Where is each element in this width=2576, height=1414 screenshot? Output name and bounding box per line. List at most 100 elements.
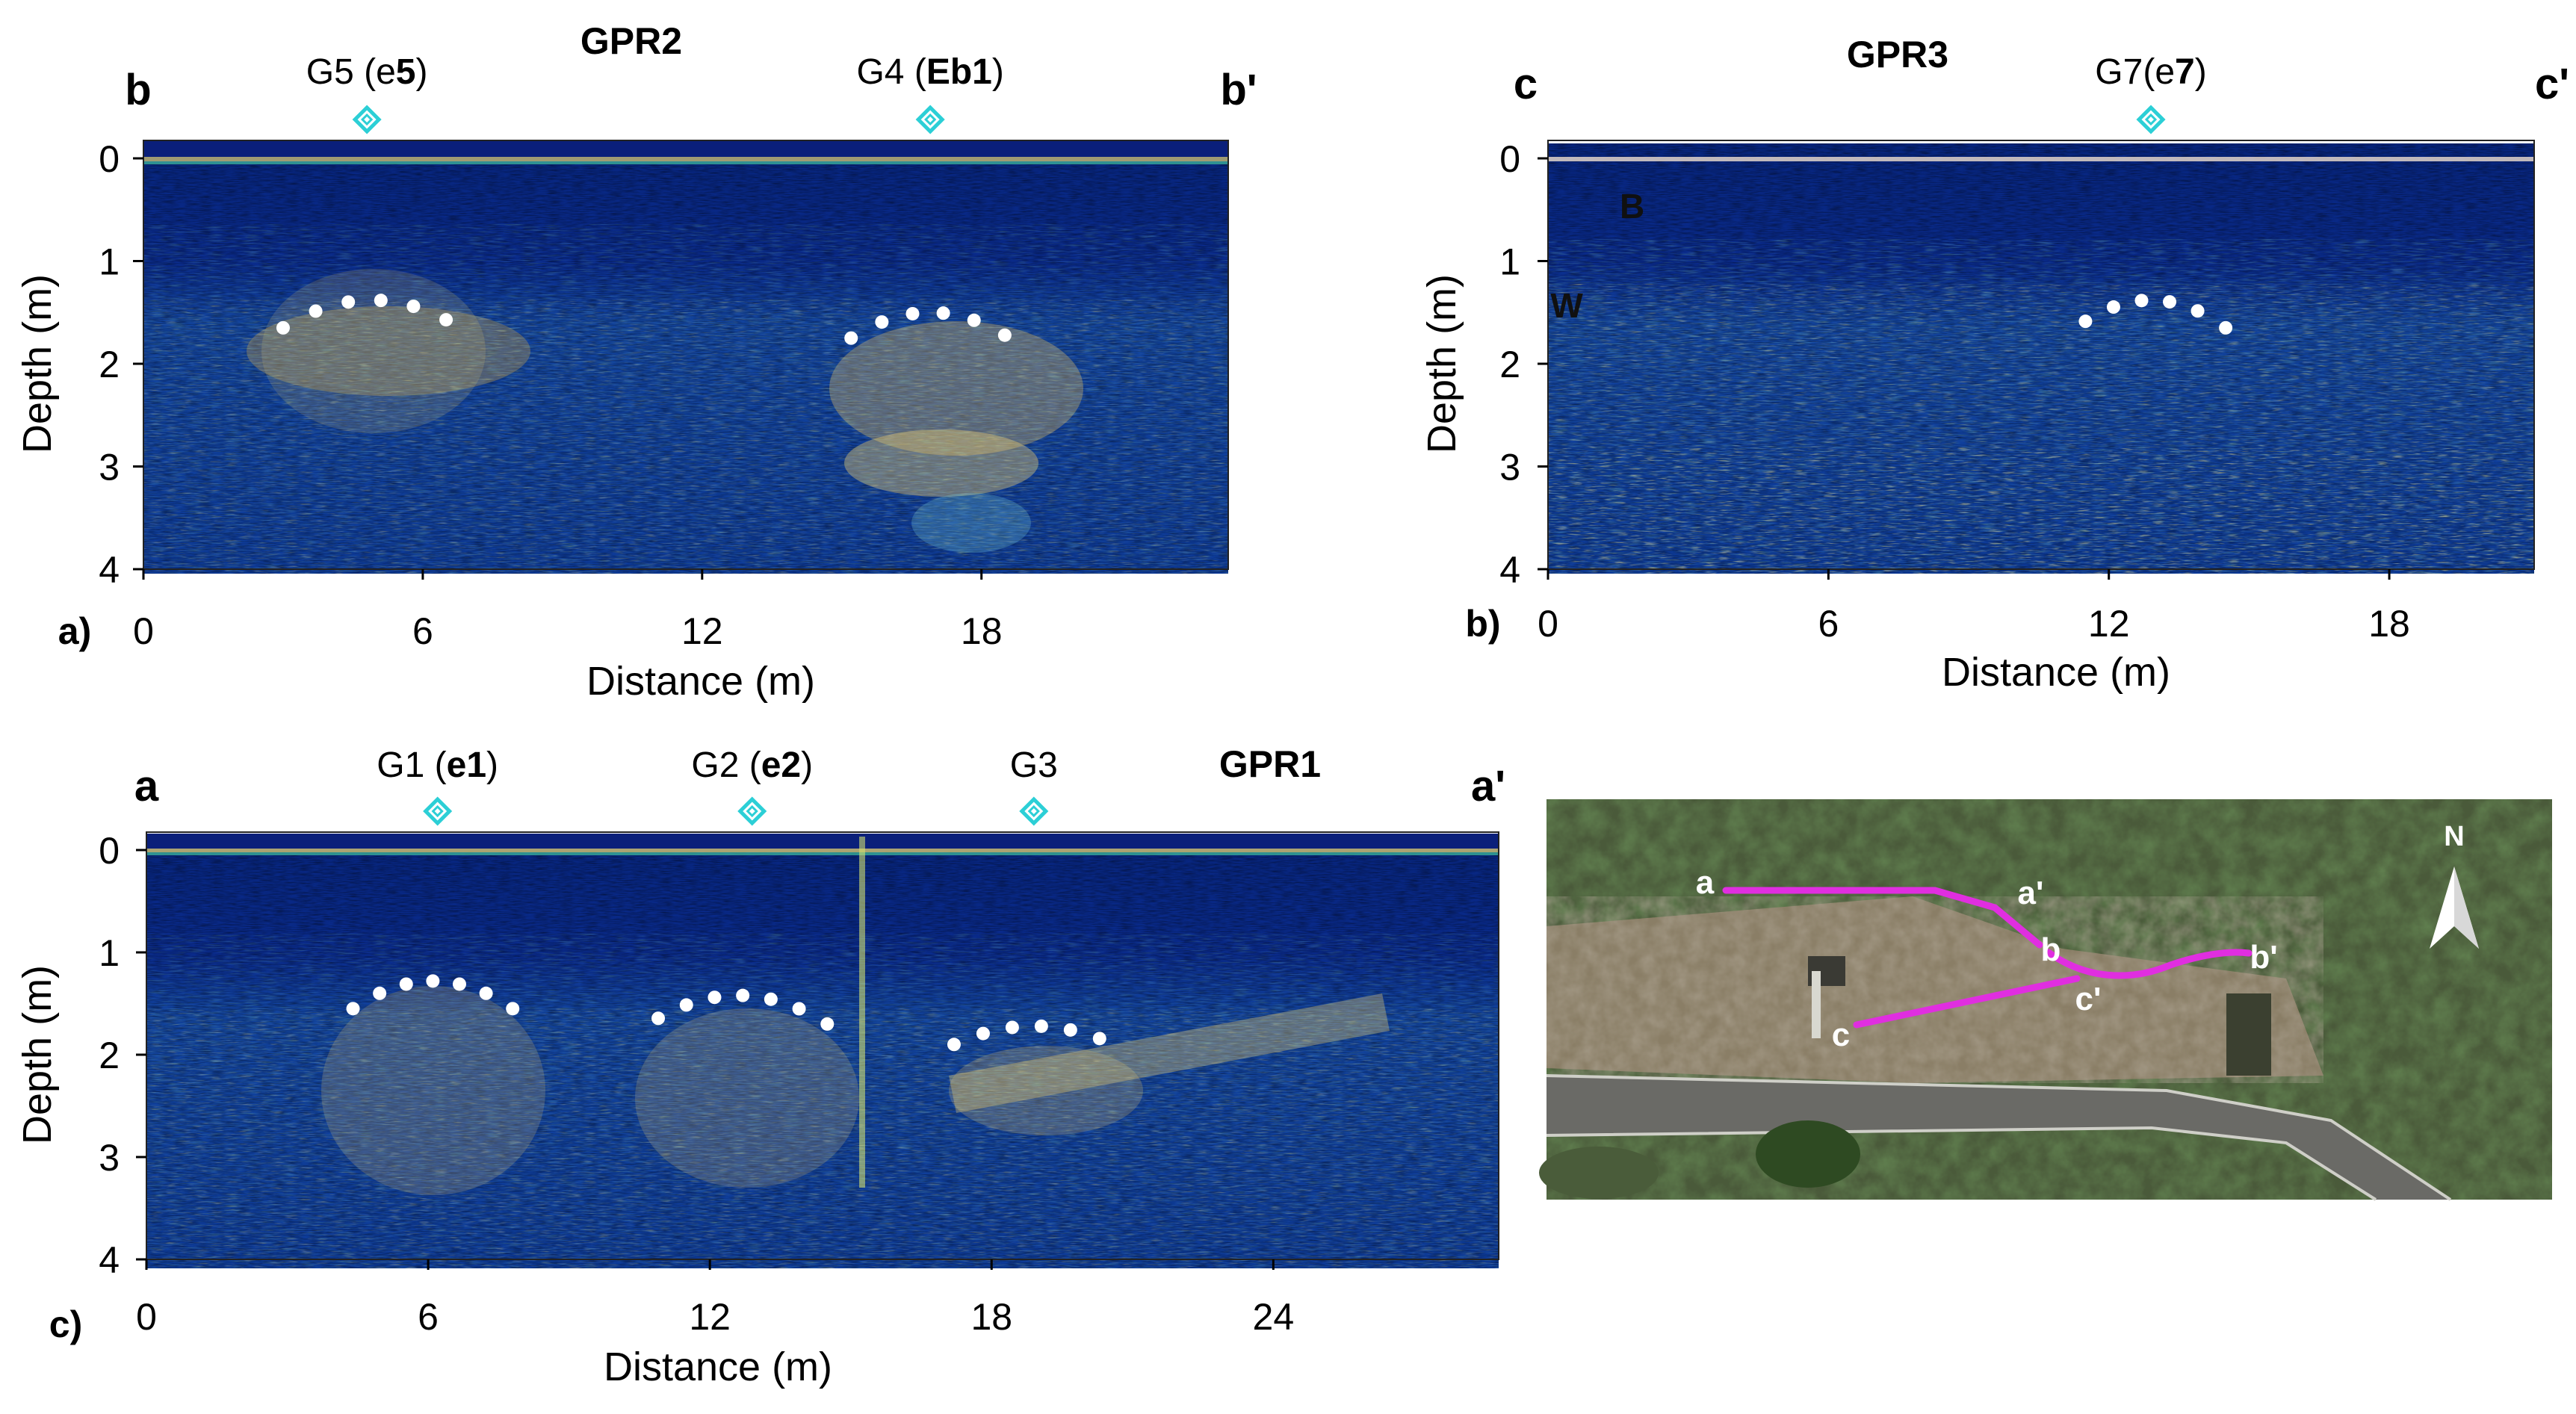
profile-start-label: c — [1514, 60, 1538, 108]
radargram-gpr3 — [1548, 143, 2534, 574]
x-axis-label: Distance (m) — [1942, 650, 2170, 695]
profile-end-label: b' — [1220, 66, 1257, 114]
y-tick-label: 4 — [99, 1239, 120, 1281]
hyperbola-dot — [426, 974, 440, 988]
x-tick-label: 24 — [1253, 1296, 1295, 1338]
y-tick-label: 1 — [1499, 241, 1520, 283]
hyperbola-dot — [2078, 314, 2093, 329]
x-tick-label: 12 — [681, 610, 723, 652]
hyperbola-dot — [679, 998, 693, 1012]
x-tick-label: 12 — [2088, 603, 2130, 645]
borehole-marker-icon — [352, 105, 382, 134]
panel-letter: a) — [58, 610, 91, 652]
hyperbola-dot — [506, 1002, 520, 1016]
y-tick-label: 3 — [99, 1137, 120, 1179]
hyperbola-dot — [2163, 295, 2177, 309]
x-tick-label: 18 — [970, 1296, 1012, 1338]
hyperbola-dot — [2219, 320, 2233, 335]
panel-gpr2 — [143, 140, 1228, 574]
hyperbola-dot — [2106, 300, 2120, 314]
north-arrow-icon — [2430, 866, 2479, 949]
map-point-label: a — [1696, 864, 1715, 901]
map-line-gpr2 — [2045, 949, 2253, 979]
hyperbola-dot — [651, 1011, 666, 1026]
y-tick-label: 2 — [99, 1035, 120, 1076]
hyperbola-dot — [373, 986, 387, 1000]
x-tick-label: 12 — [689, 1296, 731, 1338]
borehole-marker-icon — [915, 105, 945, 134]
borehole-marker-inner — [361, 113, 374, 126]
hyperbola-dot — [1005, 1020, 1019, 1035]
borehole-label: G5 (e5) — [306, 52, 428, 92]
panel-letter: c) — [49, 1303, 82, 1345]
x-tick-label: 6 — [412, 610, 433, 652]
hyperbola-dot — [875, 315, 889, 329]
map-point-label: b' — [2250, 939, 2277, 976]
map-point-label: c — [1832, 1017, 1850, 1053]
annotation-label: W — [1550, 286, 1583, 325]
profile-end-label: a' — [1471, 762, 1505, 810]
y-tick-label: 2 — [99, 344, 120, 385]
panel-gpr1 — [146, 834, 1499, 1268]
map-labels: a a' b b' c c' N — [1696, 821, 2465, 1053]
y-tick-label: 0 — [99, 138, 120, 180]
borehole-label: G3 — [1010, 745, 1058, 785]
borehole-marker-icon — [1019, 796, 1049, 826]
map-line-gpr3 — [1853, 975, 2081, 1029]
y-tick-label: 2 — [1499, 344, 1520, 385]
y-tick-label: 4 — [99, 549, 120, 591]
map-road — [1546, 1076, 2450, 1200]
hyperbola-dot — [341, 295, 356, 309]
hyperbola-dot — [947, 1038, 961, 1052]
x-axis-label: Distance (m) — [586, 659, 815, 704]
panel-title: GPR2 — [580, 20, 682, 62]
x-tick-label: 0 — [133, 610, 154, 652]
borehole-label: G7(e7) — [2095, 52, 2206, 92]
borehole-marker-inner — [746, 804, 758, 818]
plot-frame — [1547, 140, 2535, 570]
hyperbola-dot — [976, 1026, 990, 1041]
profile-start-label: a — [134, 762, 159, 810]
radargram-gpr1 — [146, 834, 1499, 1268]
hyperbola-dot — [844, 331, 858, 345]
y-tick-label: 1 — [99, 241, 120, 283]
y-tick-label: 1 — [99, 932, 120, 974]
north-label: N — [2444, 821, 2464, 852]
hyperbola-dot — [1063, 1023, 1077, 1037]
hyperbola-dot — [276, 320, 290, 335]
annotation-label: B — [1620, 187, 1644, 226]
borehole-label: G2 (e2) — [691, 745, 813, 785]
hyperbola-dot — [439, 313, 453, 327]
borehole-marker-inner — [1027, 804, 1040, 818]
y-axis-label: Depth (m) — [15, 274, 60, 453]
profile-end-label: c' — [2535, 60, 2569, 108]
panel-title: GPR1 — [1219, 743, 1321, 785]
x-tick-label: 6 — [418, 1296, 439, 1338]
hyperbola-dot — [2134, 294, 2149, 308]
hyperbola-dot — [736, 988, 750, 1002]
y-tick-label: 3 — [99, 447, 120, 489]
hyperbola-dot — [1034, 1019, 1048, 1033]
hyperbola-dot — [1092, 1032, 1106, 1046]
borehole-marker-icon — [737, 796, 767, 826]
borehole-marker-icon — [2136, 105, 2166, 134]
x-tick-label: 0 — [136, 1296, 157, 1338]
panel-title: GPR3 — [1847, 34, 1948, 75]
hyperbola-dot — [997, 328, 1012, 342]
hyperbola-dot — [967, 313, 981, 327]
hyperbola-dot — [2190, 304, 2205, 318]
radargram-gpr2 — [143, 140, 1228, 574]
x-tick-label: 0 — [1538, 603, 1558, 645]
panel-letter: b) — [1465, 603, 1500, 645]
hyperbola-dot — [792, 1002, 806, 1016]
map-point-label: c' — [2075, 981, 2102, 1017]
plot-frame — [143, 140, 1229, 570]
x-axis-label: Distance (m) — [604, 1345, 832, 1389]
borehole-marker-icon — [423, 796, 453, 826]
map-point-label: b — [2041, 931, 2061, 968]
borehole-label: G1 (e1) — [377, 745, 498, 785]
hyperbola-dot — [452, 977, 466, 991]
borehole-label: G4 (Eb1) — [856, 52, 1003, 92]
